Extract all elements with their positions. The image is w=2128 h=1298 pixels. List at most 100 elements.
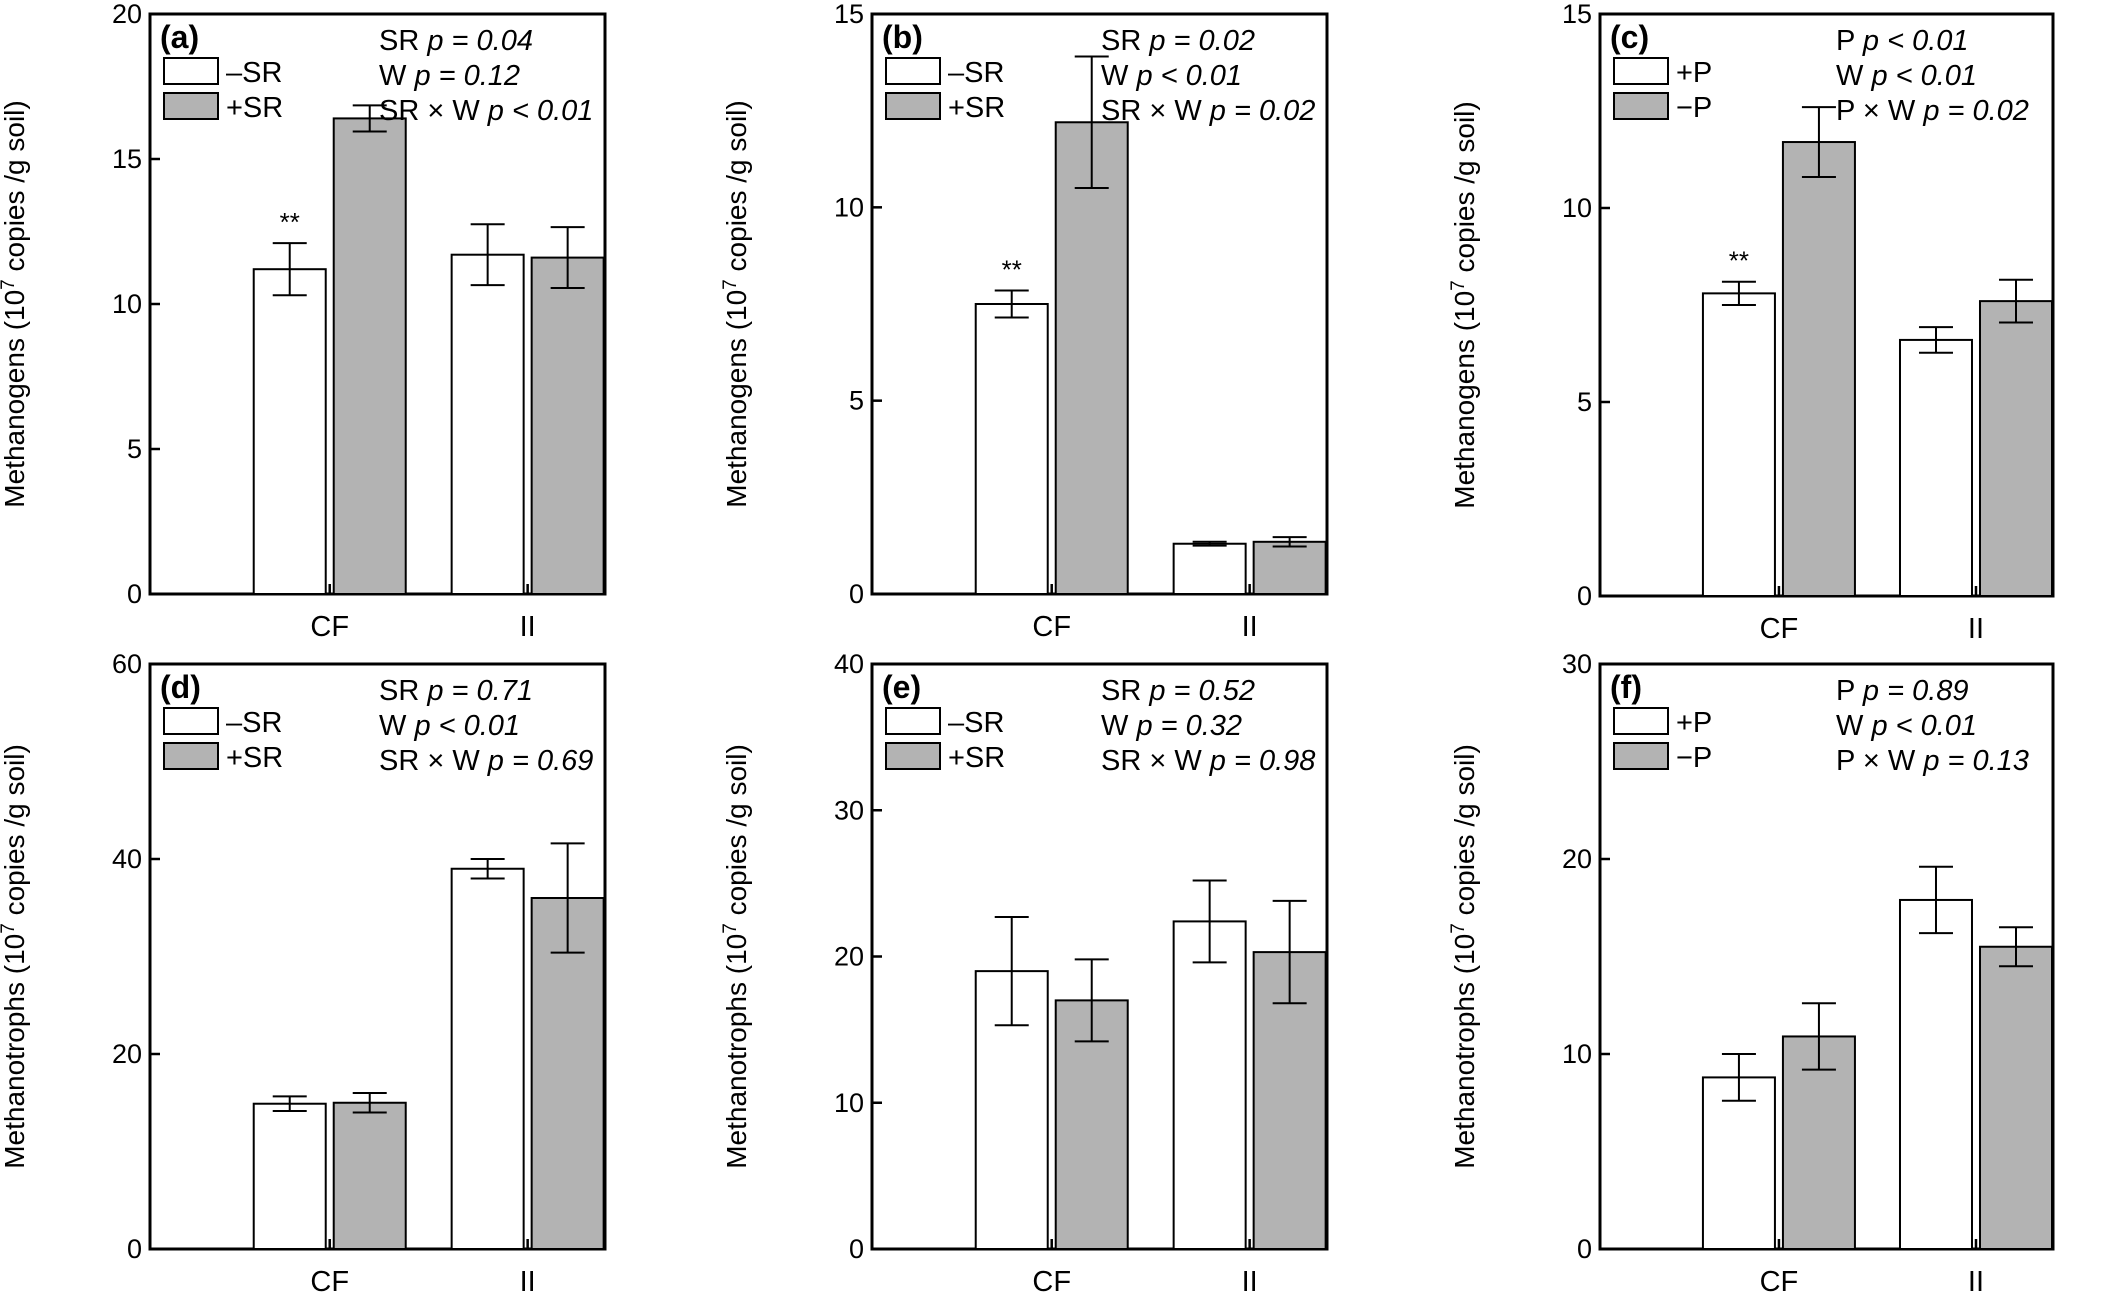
stat-factor: SR × W [379, 95, 488, 127]
y-tick-label: 30 [1562, 649, 1592, 679]
y-axis-label-part: copies /g soil) [0, 100, 30, 279]
legend-entry: +P [1676, 707, 1712, 739]
stat-line: P × W p = 0.13 [1836, 745, 2029, 777]
y-tick-label: 0 [849, 579, 864, 609]
stat-p-value: p = 0.98 [1209, 745, 1316, 777]
x-tick-label: II [1242, 611, 1258, 643]
bar-ii-series-2 [530, 897, 605, 1250]
y-axis-label: Methanogens (107 copies /g soil) [1448, 101, 1481, 508]
y-axis-label-part: 7 [720, 923, 741, 934]
legend-swatch [1613, 742, 1669, 770]
stat-factor: W [1101, 710, 1136, 742]
stat-p-value: p = 0.52 [1148, 675, 1255, 707]
y-axis-label-part: 7 [0, 279, 19, 290]
y-tick-label: 30 [834, 795, 864, 825]
y-axis-label-part: copies /g soil) [1449, 101, 1480, 280]
y-tick-label: 5 [849, 386, 864, 416]
bar-ii-series-1 [450, 867, 525, 1250]
y-axis-label-part: 7 [1448, 923, 1469, 934]
stat-p-value: p = 0.89 [1862, 675, 1969, 707]
x-tick-label: II [1968, 1266, 1984, 1298]
y-tick-label: 10 [1562, 1039, 1592, 1069]
stat-factor: P × W [1836, 95, 1923, 127]
stat-line: SR × W p = 0.69 [379, 745, 593, 777]
stat-line: W p = 0.32 [1101, 710, 1242, 742]
stat-factor: P [1836, 675, 1863, 707]
significance-label: ** [1002, 254, 1022, 284]
stat-p-value: p = 0.32 [1135, 710, 1242, 742]
y-tick-label: 40 [112, 844, 142, 874]
y-tick-label: 20 [1562, 844, 1592, 874]
stat-line: SR p = 0.52 [1101, 675, 1255, 707]
legend-swatch [885, 742, 941, 770]
stat-line: SR × W p < 0.01 [379, 95, 593, 127]
stat-p-value: p = 0.13 [1922, 745, 2029, 777]
stat-p-value: p < 0.01 [1870, 60, 1977, 92]
stat-line: W p < 0.01 [1836, 60, 1977, 92]
legend-swatch [163, 742, 219, 770]
y-axis-label-part: 7 [720, 279, 741, 290]
bar-cf-series-1 [252, 268, 327, 595]
chart-panel-f: 0 10 20 30 CF II (f) +P−P P p = 0.89W p < 0.01P … [1448, 649, 2055, 1298]
y-tick-label: 20 [834, 942, 864, 972]
y-axis-label-part: Methanogens (10 [721, 290, 752, 508]
panel-label: (f) [1610, 669, 1642, 705]
bar-ii-series-1 [1898, 338, 1973, 597]
stat-p-value: p = 0.69 [487, 745, 594, 777]
y-tick-label: 15 [112, 144, 142, 174]
bar-ii-series-1 [1898, 898, 1973, 1250]
stat-factor: W [1836, 60, 1871, 92]
stat-p-value: p < 0.01 [413, 710, 520, 742]
bar-cf-series-2 [1054, 121, 1129, 596]
y-tick-label: 60 [112, 649, 142, 679]
bar-ii-series-2 [1252, 540, 1327, 595]
x-tick-label: CF [310, 611, 349, 643]
stat-p-value: p < 0.01 [1870, 710, 1977, 742]
stat-factor: W [1101, 60, 1136, 92]
legend-entry: −P [1676, 92, 1712, 124]
stat-factor: SR [1101, 25, 1149, 57]
stat-p-value: p < 0.01 [1862, 25, 1969, 57]
x-tick-label: CF [1032, 1266, 1071, 1298]
y-tick-label: 5 [1577, 387, 1592, 417]
legend-entry: +SR [948, 742, 1005, 774]
y-tick-label: 20 [112, 1039, 142, 1069]
stat-p-value: p = 0.02 [1922, 95, 2029, 127]
legend-swatch [163, 92, 219, 120]
legend-entry: +SR [226, 742, 283, 774]
legend-swatch [1613, 57, 1669, 85]
stat-line: P × W p = 0.02 [1836, 95, 2029, 127]
y-tick-label: 15 [1562, 0, 1592, 29]
stat-factor: W [379, 60, 414, 92]
y-axis-label-part: Methanogens (10 [0, 290, 30, 508]
panel-label: (d) [160, 669, 201, 705]
stat-line: SR p = 0.04 [379, 25, 533, 57]
panel-label: (b) [882, 19, 923, 55]
legend-entry: −P [1676, 742, 1712, 774]
bar-ii-series-2 [530, 256, 605, 595]
stat-line: SR p = 0.02 [1101, 25, 1255, 57]
stat-line: W p < 0.01 [1836, 710, 1977, 742]
y-tick-label: 0 [1577, 581, 1592, 611]
significance-label: ** [1729, 246, 1749, 276]
y-axis-label-part: Methanogens (10 [1449, 291, 1480, 509]
stat-p-value: p = 0.71 [426, 675, 533, 707]
y-axis-label-part: Methanotrophs (10 [1449, 934, 1480, 1169]
y-axis-label: Methanogens (107 copies /g soil) [720, 100, 753, 507]
stat-factor: SR × W [1101, 745, 1210, 777]
y-tick-label: 10 [112, 289, 142, 319]
legend-swatch [885, 57, 941, 85]
significance-label: ** [280, 207, 300, 237]
bar-cf-series-1 [1701, 292, 1776, 597]
stat-line: P p < 0.01 [1836, 25, 1969, 57]
y-tick-label: 40 [834, 649, 864, 679]
legend-swatch [163, 57, 219, 85]
stat-factor: SR × W [1101, 95, 1210, 127]
stat-line: P p = 0.89 [1836, 675, 1969, 707]
panel-label: (c) [1610, 19, 1649, 55]
y-axis-label: Methanotrophs (107 copies /g soil) [1448, 744, 1481, 1169]
y-tick-label: 5 [127, 434, 142, 464]
